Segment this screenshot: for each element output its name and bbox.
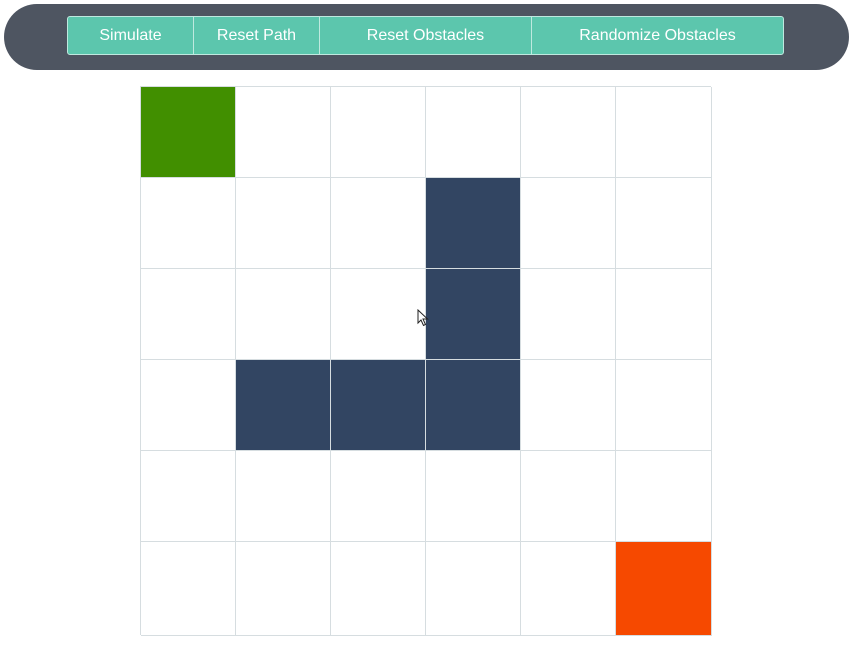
toolbar: Simulate Reset Path Reset Obstacles Rand…	[4, 4, 849, 70]
grid-cell[interactable]	[331, 451, 426, 542]
randomize-obstacles-button[interactable]: Randomize Obstacles	[531, 16, 784, 55]
grid-cell[interactable]	[616, 178, 712, 269]
grid-cell[interactable]	[141, 542, 236, 636]
simulate-button[interactable]: Simulate	[67, 16, 194, 55]
grid-cell[interactable]	[331, 87, 426, 178]
grid-cell[interactable]	[616, 451, 712, 542]
toolbar-button-group: Simulate Reset Path Reset Obstacles Rand…	[67, 16, 784, 55]
grid-cell[interactable]	[141, 178, 236, 269]
pathfinding-grid	[140, 86, 712, 636]
grid-cell[interactable]	[521, 87, 616, 178]
grid-cell[interactable]	[521, 269, 616, 360]
obstacle-cell[interactable]	[426, 269, 521, 360]
grid-cell[interactable]	[236, 542, 331, 636]
grid-cell[interactable]	[331, 542, 426, 636]
grid-cell[interactable]	[236, 87, 331, 178]
grid-cell[interactable]	[331, 269, 426, 360]
grid-cell[interactable]	[331, 178, 426, 269]
grid-cell[interactable]	[141, 360, 236, 451]
grid-cell[interactable]	[236, 451, 331, 542]
obstacle-cell[interactable]	[426, 178, 521, 269]
obstacle-cell[interactable]	[426, 360, 521, 451]
grid-cell[interactable]	[521, 451, 616, 542]
grid-cell[interactable]	[616, 87, 712, 178]
obstacle-cell[interactable]	[236, 360, 331, 451]
grid-cell[interactable]	[426, 542, 521, 636]
start-node[interactable]	[141, 87, 236, 178]
mouse-pointer-icon	[417, 309, 429, 327]
reset-obstacles-button[interactable]: Reset Obstacles	[319, 16, 532, 55]
grid-cell[interactable]	[426, 451, 521, 542]
grid-cell[interactable]	[236, 178, 331, 269]
grid-cell[interactable]	[521, 360, 616, 451]
end-node[interactable]	[616, 542, 712, 636]
grid-cell[interactable]	[236, 269, 331, 360]
grid-cell[interactable]	[521, 542, 616, 636]
grid-cell[interactable]	[616, 360, 712, 451]
grid-cell[interactable]	[141, 269, 236, 360]
grid-cell[interactable]	[141, 451, 236, 542]
reset-path-button[interactable]: Reset Path	[193, 16, 320, 55]
grid-cell[interactable]	[616, 269, 712, 360]
grid-cell[interactable]	[521, 178, 616, 269]
obstacle-cell[interactable]	[331, 360, 426, 451]
grid-cell[interactable]	[426, 87, 521, 178]
